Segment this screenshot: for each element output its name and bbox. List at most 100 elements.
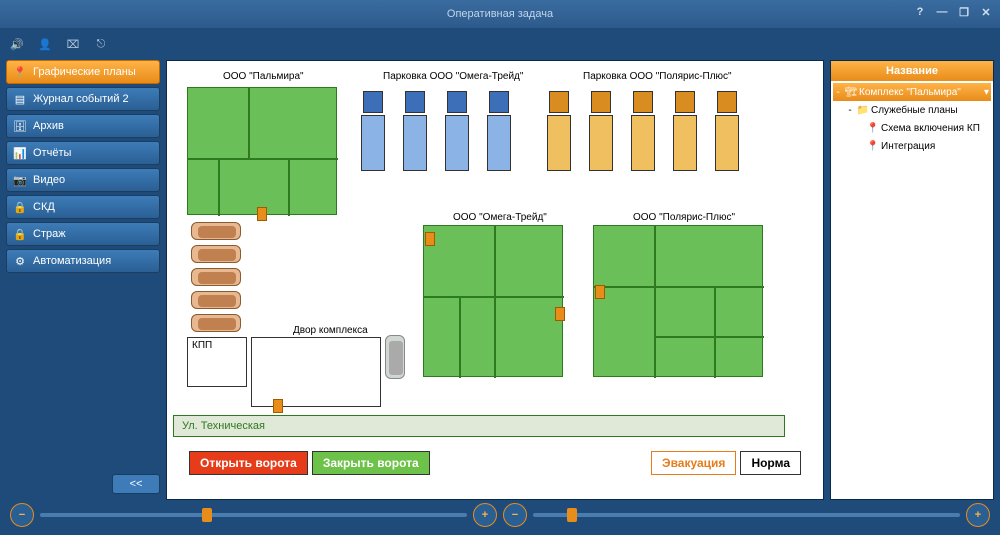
sidebar-item-skd[interactable]: 🔒 СКД <box>6 195 160 219</box>
pin-icon: 📍 <box>867 140 879 152</box>
sidebar-item-label: Журнал событий 2 <box>33 93 129 105</box>
truck-orange <box>589 91 613 171</box>
tree-node[interactable]: 📍 Схема включения КП <box>833 119 991 137</box>
sidebar-item-guard[interactable]: 🔒 Страж <box>6 222 160 246</box>
pin-icon: 📍 <box>13 65 27 79</box>
slider-thumb[interactable] <box>567 508 577 522</box>
sidebar-item-label: Архив <box>33 120 64 132</box>
label-yard: Двор комплекса <box>293 325 368 336</box>
floor-plan-canvas[interactable]: ООО "Пальмира" Парковка ООО "Омега-Трейд… <box>166 60 824 500</box>
door-icon <box>555 307 565 321</box>
tree-label: Комплекс "Пальмира" <box>859 87 961 98</box>
sidebar-item-archive[interactable]: 🗄 Архив <box>6 114 160 138</box>
location-icon[interactable]: ⎋ <box>92 35 110 53</box>
door-icon <box>273 399 283 413</box>
car <box>191 268 241 286</box>
sidebar: 📍 Графические планы ▤ Журнал событий 2 🗄… <box>6 60 160 500</box>
tree-label: Интеграция <box>881 141 935 152</box>
collapse-sidebar-button[interactable]: << <box>112 474 160 494</box>
car <box>191 245 241 263</box>
building-palmira <box>187 87 337 215</box>
truck-orange <box>715 91 739 171</box>
car <box>191 291 241 309</box>
road: Ул. Техническая <box>173 415 785 437</box>
building-icon: 🏗 <box>845 86 857 98</box>
building-omega <box>423 225 563 377</box>
truck-orange <box>631 91 655 171</box>
gear-icon: ⚙ <box>13 254 27 268</box>
list-icon: ▤ <box>13 92 27 106</box>
sidebar-item-label: Графические планы <box>33 66 136 78</box>
truck-blue <box>487 91 511 171</box>
label-polaris-parking: Парковка ООО "Полярис-Плюс" <box>583 71 732 82</box>
car <box>191 314 241 332</box>
person-icon[interactable]: 👤 <box>36 35 54 53</box>
pin-icon: 📍 <box>867 122 879 134</box>
window-title: Оперативная задача <box>447 8 553 20</box>
label-polaris: ООО "Полярис-Плюс" <box>633 212 735 223</box>
zoom-slider-2[interactable] <box>533 513 960 517</box>
sound-icon[interactable]: 🔊 <box>8 35 26 53</box>
close-gate-button[interactable]: Закрыть ворота <box>312 451 430 475</box>
lock-icon: 🔒 <box>13 200 27 214</box>
sidebar-item-label: Видео <box>33 174 65 186</box>
kpp-box: КПП <box>187 337 247 387</box>
toolbar: 🔊 👤 ⌧ ⎋ <box>0 28 1000 60</box>
zoom-slider-1[interactable] <box>40 513 467 517</box>
close-button[interactable]: ✕ <box>978 4 994 20</box>
door-icon <box>595 285 605 299</box>
truck-blue <box>445 91 469 171</box>
folder-icon: 📁 <box>857 104 869 116</box>
tree-label: Схема включения КП <box>881 123 980 134</box>
sidebar-item-automation[interactable]: ⚙ Автоматизация <box>6 249 160 273</box>
label-kpp: КПП <box>192 340 212 351</box>
slider-thumb[interactable] <box>202 508 212 522</box>
help-button[interactable]: ? <box>912 4 928 20</box>
zoom-out-button-2[interactable]: − <box>503 503 527 527</box>
truck-orange <box>547 91 571 171</box>
yard-outline <box>251 337 381 407</box>
sidebar-item-label: Отчёты <box>33 147 71 159</box>
truck-orange <box>673 91 697 171</box>
box-x-icon[interactable]: ⌧ <box>64 35 82 53</box>
door-icon <box>257 207 267 221</box>
label-omega-parking: Парковка ООО "Омега-Трейд" <box>383 71 523 82</box>
zoom-in-button-2[interactable]: + <box>966 503 990 527</box>
car-yard <box>385 335 405 379</box>
zoom-out-button[interactable]: − <box>10 503 34 527</box>
lock-icon: 🔒 <box>13 227 27 241</box>
sidebar-item-plans[interactable]: 📍 Графические планы <box>6 60 160 84</box>
action-buttons: Открыть ворота Закрыть ворота Эвакуация … <box>189 451 801 475</box>
tree-node[interactable]: - 📁 Служебные планы <box>833 101 991 119</box>
chevron-down-icon[interactable]: ▾ <box>984 87 989 98</box>
tree-node[interactable]: 📍 Интеграция <box>833 137 991 155</box>
sidebar-item-journal[interactable]: ▤ Журнал событий 2 <box>6 87 160 111</box>
chart-icon: 📊 <box>13 146 27 160</box>
truck-blue <box>403 91 427 171</box>
open-gate-button[interactable]: Открыть ворота <box>189 451 308 475</box>
sidebar-item-label: Автоматизация <box>33 255 111 267</box>
expander-icon[interactable]: - <box>845 105 855 116</box>
tree-panel: Название - 🏗 Комплекс "Пальмира" ▾ - 📁 С… <box>830 60 994 500</box>
minimize-button[interactable]: — <box>934 4 950 20</box>
tree-header: Название <box>831 61 993 81</box>
zoom-in-button[interactable]: + <box>473 503 497 527</box>
sidebar-item-label: Страж <box>33 228 66 240</box>
tree-label: Служебные планы <box>871 105 958 116</box>
expander-icon[interactable]: - <box>833 87 843 98</box>
building-polaris <box>593 225 763 377</box>
title-bar: Оперативная задача ? — ❐ ✕ <box>0 0 1000 28</box>
label-street: Ул. Техническая <box>182 420 265 432</box>
maximize-button[interactable]: ❐ <box>956 4 972 20</box>
sidebar-item-reports[interactable]: 📊 Отчёты <box>6 141 160 165</box>
archive-icon: 🗄 <box>13 119 27 133</box>
tree-node-root[interactable]: - 🏗 Комплекс "Пальмира" ▾ <box>833 83 991 101</box>
car <box>191 222 241 240</box>
truck-blue <box>361 91 385 171</box>
zoom-bar: − + − + <box>0 500 1000 530</box>
evacuation-button[interactable]: Эвакуация <box>651 451 736 475</box>
door-icon <box>425 232 435 246</box>
sidebar-item-video[interactable]: 📷 Видео <box>6 168 160 192</box>
camera-icon: 📷 <box>13 173 27 187</box>
norm-button[interactable]: Норма <box>740 451 801 475</box>
